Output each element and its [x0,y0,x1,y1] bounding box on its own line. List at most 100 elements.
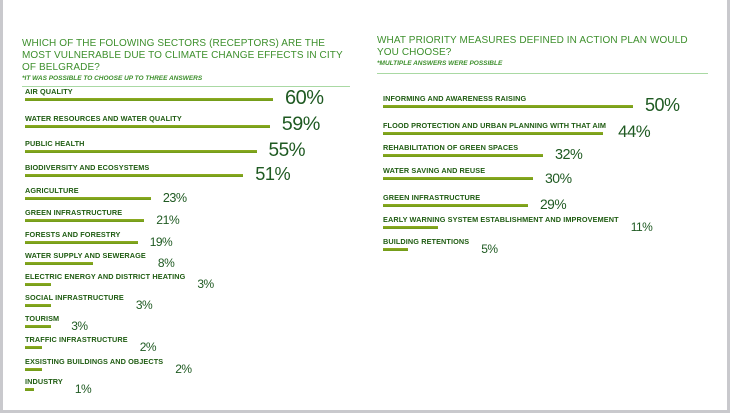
bar-row: EARLY WARNING SYSTEM ESTABLISHMENT AND I… [383,215,653,233]
value-label: 8% [157,256,175,271]
bar [25,388,34,391]
value-label: 29% [540,197,567,213]
value-label: 19% [149,235,173,250]
bar-row: AIR QUALITY 60% [25,81,324,108]
bar-row: BIODIVERSITY AND ECOSYSTEMS 51% [25,159,291,184]
category-label: EARLY WARNING SYSTEM ESTABLISHMENT AND I… [383,215,619,224]
category-label: WATER RESOURCES AND WATER QUALITY [25,113,182,123]
bar [25,346,42,349]
bar-label-block: SOCIAL INFRASTRUCTURE [25,293,124,307]
bar [383,177,533,180]
category-label: TOURISM [25,314,60,323]
value-label: 55% [268,139,306,161]
bar-row: REHABILITATION OF GREEN SPACES 32% [383,143,583,162]
bar [25,283,51,286]
bar-label-block: GREEN INFRASTRUCTURE [383,193,528,207]
left-chart-subtitle: *IT WAS POSSIBLE TO CHOOSE UP TO THREE A… [22,75,203,82]
bar [383,226,438,229]
bar-row: GREEN INFRASTRUCTURE 21% [25,208,180,226]
bar-label-block: GREEN INFRASTRUCTURE [25,208,145,222]
category-label: GREEN INFRASTRUCTURE [25,208,123,217]
bar-label-block: WATER RESOURCES AND WATER QUALITY [25,114,270,128]
bar-row: AGRICULTURE 23% [25,186,187,204]
bar-row: TRAFFIC INFRASTRUCTURE 2% [25,335,157,353]
value-label: 3% [71,319,88,334]
bar-label-block: BUILDING RETENTIONS [383,237,469,251]
bar [25,368,42,371]
bar [383,204,528,207]
bar-row: PUBLIC HEALTH 55% [25,134,306,160]
category-label: GREEN INFRASTRUCTURE [383,193,481,202]
bar [383,154,543,158]
right-chart-title: WHAT PRIORITY MEASURES DEFINED IN ACTION… [377,35,688,58]
value-label: 2% [175,362,192,377]
bar-row: INDUSTRY 1% [25,377,92,395]
bar-label-block: EXSISTING BUILDINGS AND OBJECTS [25,357,163,371]
bar-row: GREEN INFRASTRUCTURE 29% [383,193,567,211]
bar-label-block: FLOOD PROTECTION AND URBAN PLANNING WITH… [383,121,606,135]
bar [383,248,408,251]
value-label: 1% [74,382,92,397]
value-label: 3% [197,277,214,292]
category-label: SOCIAL INFRASTRUCTURE [25,293,124,302]
category-label: INDUSTRY [25,377,63,386]
left-chart-title: WHICH OF THE FOLOWING SECTORS (RECEPTORS… [22,38,343,73]
bar-label-block: WATER SUPPLY AND SEWERAGE [25,251,146,265]
category-label: BIODIVERSITY AND ECOSYSTEMS [25,163,150,173]
bar [383,105,633,108]
category-label: EXSISTING BUILDINGS AND OBJECTS [25,357,164,366]
value-label: 2% [139,340,157,355]
bar [383,131,603,135]
bar [25,98,273,101]
value-label: 21% [156,213,180,228]
bar-label-block: EARLY WARNING SYSTEM ESTABLISHMENT AND I… [383,215,619,229]
bar-row: SOCIAL INFRASTRUCTURE 3% [25,293,153,311]
value-label: 50% [645,95,680,116]
bar-label-block: BIODIVERSITY AND ECOSYSTEMS [25,163,244,178]
bar-row: FLOOD PROTECTION AND URBAN PLANNING WITH… [383,118,651,140]
bar [25,241,138,244]
bar [25,197,151,200]
bar-label-block: PUBLIC HEALTH [25,139,257,153]
value-label: 5% [481,242,498,257]
bar-row: ELECTRIC ENERGY AND DISTRICT HEATING 3% [25,272,214,290]
right-chart-header: WHAT PRIORITY MEASURES DEFINED IN ACTION… [377,35,708,74]
bar [25,174,244,178]
bar-label-block: AIR QUALITY [25,87,273,101]
bar [25,124,270,128]
bar-row: BUILDING RETENTIONS 5% [383,237,498,255]
bar-label-block: AGRICULTURE [25,186,151,200]
category-label: BUILDING RETENTIONS [383,237,470,246]
value-label: 30% [545,169,572,186]
category-label: INFORMING AND AWARENESS RAISING [383,94,527,103]
bar-label-block: FORESTS AND FORESTRY [25,230,138,244]
bar-label-block: ELECTRIC ENERGY AND DISTRICT HEATING [25,272,185,286]
category-label: AIR QUALITY [25,87,73,96]
bar-label-block: INDUSTRY [25,377,63,391]
category-label: ELECTRIC ENERGY AND DISTRICT HEATING [25,272,186,281]
category-label: AGRICULTURE [25,186,79,195]
bar-row: INFORMING AND AWARENESS RAISING 50% [383,90,680,114]
bar [25,219,145,222]
bar [25,325,51,328]
bar-label-block: TRAFFIC INFRASTRUCTURE [25,335,128,349]
bar-row: EXSISTING BUILDINGS AND OBJECTS 2% [25,357,192,375]
left-divider [22,86,350,87]
value-label: 11% [630,220,653,235]
value-label: 23% [162,190,187,205]
bar [25,304,51,307]
category-label: WATER SUPPLY AND SEWERAGE [25,251,146,260]
bar-row: TOURISM 3% [25,314,88,332]
right-divider [377,73,708,74]
category-label: WATER SAVING AND REUSE [383,166,486,175]
bar-label-block: TOURISM [25,314,59,328]
bar [25,150,257,153]
right-chart-subtitle: *MULTIPLE ANSWERS WERE POSSIBLE [377,60,503,67]
category-label: FLOOD PROTECTION AND URBAN PLANNING WITH… [383,120,607,130]
bar-label-block: REHABILITATION OF GREEN SPACES [383,143,543,158]
category-label: PUBLIC HEALTH [25,139,85,148]
value-label: 32% [555,147,583,164]
category-label: TRAFFIC INFRASTRUCTURE [25,335,128,344]
value-label: 60% [285,87,324,109]
